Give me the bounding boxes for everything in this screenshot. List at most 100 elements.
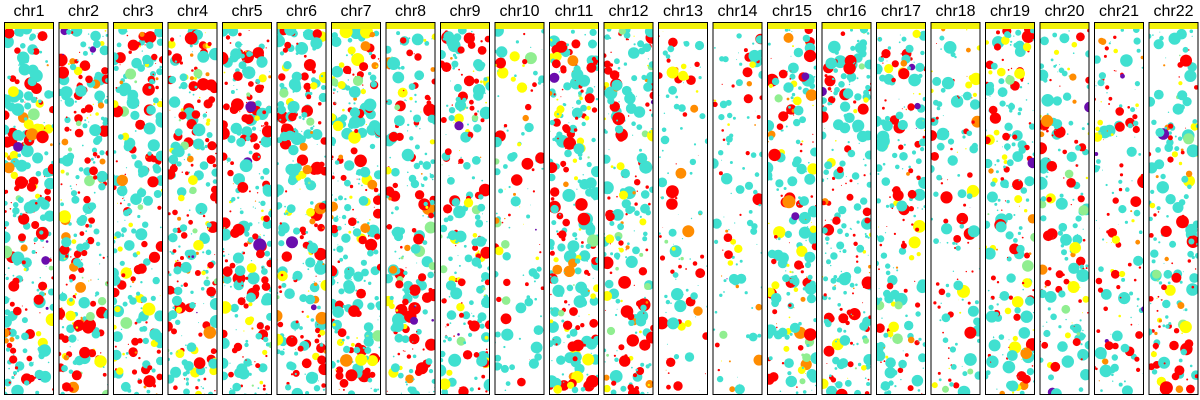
data-point (258, 74, 267, 83)
data-point (277, 40, 279, 42)
data-point (88, 46, 91, 49)
data-point (386, 99, 393, 106)
data-point (251, 384, 254, 387)
data-point (9, 150, 19, 160)
data-point (448, 256, 453, 262)
data-point (900, 242, 907, 249)
data-point (347, 38, 353, 43)
data-point (185, 377, 189, 381)
data-point (5, 347, 11, 352)
data-point (369, 31, 376, 38)
data-point (746, 81, 752, 87)
data-point (121, 273, 126, 278)
data-point (262, 184, 272, 193)
data-point (451, 104, 453, 106)
data-point (777, 237, 781, 241)
data-point (985, 83, 995, 96)
data-point (332, 88, 336, 92)
data-point (373, 121, 378, 126)
data-point (581, 121, 586, 127)
data-point (550, 187, 560, 197)
data-point (60, 86, 73, 99)
data-point (1138, 324, 1139, 325)
data-point (865, 84, 871, 91)
panel-header-strip (658, 22, 708, 29)
data-point (1006, 104, 1009, 107)
data-point (1020, 347, 1032, 360)
data-point (538, 75, 545, 83)
data-point (35, 201, 38, 205)
data-point (38, 344, 51, 357)
data-point (292, 90, 295, 93)
data-point (792, 96, 802, 106)
data-point (1080, 343, 1083, 346)
data-point (640, 304, 647, 311)
data-point (940, 182, 944, 185)
data-point (1039, 176, 1048, 190)
panel-label-chr22: chr22 (1153, 3, 1193, 20)
panel-label-chr17: chr17 (881, 3, 921, 20)
data-point (789, 270, 792, 273)
data-point (632, 134, 634, 136)
data-point (1178, 81, 1183, 86)
data-point (373, 388, 378, 393)
data-point (615, 236, 621, 242)
data-point (454, 121, 464, 131)
data-point (276, 333, 284, 346)
data-point (839, 335, 851, 346)
panel-label-chr15: chr15 (772, 3, 812, 20)
data-point (477, 250, 480, 253)
data-point (252, 47, 264, 59)
data-point (826, 242, 829, 245)
data-point (333, 92, 335, 94)
data-point (306, 94, 312, 100)
data-point (948, 378, 952, 382)
data-point (331, 32, 339, 39)
data-point (549, 40, 552, 42)
data-point (1094, 164, 1100, 173)
data-point (14, 27, 23, 37)
data-point (409, 136, 414, 141)
data-point (665, 54, 671, 59)
data-point (4, 28, 15, 39)
panel-header-strip (58, 22, 109, 29)
data-point (1138, 230, 1143, 234)
data-point (1059, 33, 1070, 44)
data-point (332, 144, 335, 147)
data-point (97, 297, 107, 306)
data-point (1022, 278, 1032, 288)
data-point (558, 310, 565, 317)
data-point (827, 102, 831, 106)
data-point (11, 253, 23, 265)
data-point (480, 40, 483, 43)
data-point (103, 311, 109, 319)
data-point (850, 313, 852, 315)
data-point (1148, 96, 1156, 107)
data-point (331, 224, 339, 234)
data-point (804, 328, 817, 341)
data-point (18, 63, 31, 76)
data-point (1002, 360, 1016, 374)
data-point (154, 333, 158, 336)
data-point (36, 130, 49, 144)
panel-header-strip (985, 22, 1035, 29)
data-point (1066, 178, 1076, 188)
data-point (1133, 37, 1141, 45)
data-point (341, 214, 347, 220)
data-point (427, 114, 436, 123)
data-point (362, 84, 364, 86)
data-point (243, 303, 249, 309)
data-point (93, 40, 101, 48)
data-point (458, 264, 461, 267)
data-point (1016, 244, 1025, 254)
data-point (799, 196, 809, 206)
data-point (440, 117, 447, 123)
data-point (47, 163, 54, 175)
data-point (405, 381, 408, 384)
data-point (665, 299, 671, 305)
data-point (898, 68, 910, 80)
data-point (279, 138, 292, 150)
data-point (535, 256, 540, 261)
data-point (474, 376, 478, 380)
